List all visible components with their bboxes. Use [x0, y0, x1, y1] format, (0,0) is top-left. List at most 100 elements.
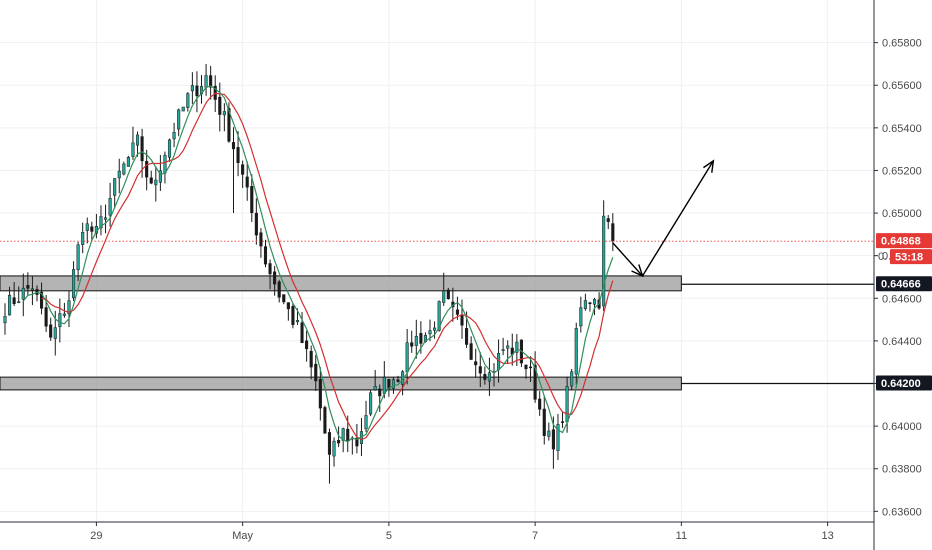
moving-average-fast	[22, 85, 614, 443]
candle-body	[291, 306, 295, 325]
candle-body	[565, 386, 569, 423]
candle	[510, 333, 514, 366]
projection-arrows[interactable]	[612, 159, 715, 278]
candle-body	[204, 75, 208, 88]
candle-body	[263, 246, 268, 265]
candle-body	[364, 415, 368, 430]
candle	[364, 400, 368, 433]
candle	[560, 411, 565, 428]
projection-arrowhead-down[interactable]	[631, 264, 644, 278]
candle-body	[560, 421, 565, 423]
candle	[181, 106, 185, 112]
candle-body	[140, 136, 144, 162]
candle-body	[588, 302, 592, 304]
candle-body	[337, 440, 341, 444]
level-tag-value-2: 0.64200	[881, 378, 921, 390]
candle-body	[547, 430, 551, 437]
countdown-value: 53:18	[895, 252, 923, 264]
candle-body	[478, 366, 482, 374]
candle-body	[474, 361, 478, 366]
zone-rect-2[interactable]	[0, 376, 682, 391]
candle	[3, 303, 7, 335]
candle	[90, 221, 94, 241]
candle	[542, 396, 546, 445]
candle	[222, 103, 226, 132]
candle-body	[108, 198, 112, 216]
candle	[309, 345, 313, 380]
candle	[76, 241, 80, 282]
time-tick-label: 7	[532, 530, 538, 542]
candle	[158, 154, 162, 191]
time-axis[interactable]: 29 May 5 7 11 13	[0, 521, 874, 542]
price-axis[interactable]: 0.65800 0.65600 0.65400 0.65200 0.65000 0.648…	[873, 0, 922, 550]
support-resistance-zones[interactable]	[0, 275, 874, 391]
candle-body	[250, 186, 254, 214]
projection-path[interactable]	[612, 160, 714, 278]
candle-body	[158, 170, 162, 183]
partial-price-label: 0.	[878, 251, 887, 263]
candle	[373, 369, 377, 391]
time-tick-label: 11	[676, 530, 687, 542]
zone-rect-1[interactable]	[0, 275, 682, 292]
time-tick-label: 13	[821, 530, 833, 542]
candle-body	[396, 379, 400, 382]
candle-body	[487, 372, 491, 382]
candle-body	[21, 287, 25, 300]
candle-body	[149, 177, 153, 184]
candle	[67, 291, 71, 328]
candle-body	[382, 377, 386, 394]
moving-average-slow	[41, 92, 614, 441]
candle-body	[8, 294, 12, 316]
candle-body	[122, 163, 126, 175]
candle	[337, 426, 341, 448]
candle	[378, 384, 382, 412]
candle	[12, 282, 16, 306]
candle-body	[17, 301, 21, 303]
countdown-tag	[890, 249, 932, 265]
candle	[21, 273, 25, 317]
time-tick-label: 5	[386, 530, 392, 542]
candle	[579, 296, 583, 333]
price-tick-label: 0.64400	[882, 336, 922, 348]
candle	[250, 174, 254, 222]
candle	[323, 405, 327, 434]
candle-body	[579, 307, 583, 327]
candle	[154, 166, 158, 202]
price-tick-label: 0.65600	[882, 80, 922, 92]
projection-arrowhead-up[interactable]	[703, 159, 715, 173]
candle-body	[524, 364, 528, 370]
candle-body	[332, 440, 336, 457]
candle	[300, 312, 304, 344]
candle-body	[300, 322, 304, 344]
candle-body	[611, 223, 615, 242]
candle-body	[241, 164, 245, 175]
candle-body	[286, 302, 290, 310]
candle	[126, 155, 130, 167]
candle-body	[323, 407, 327, 434]
candle-body	[369, 392, 373, 415]
candle	[519, 339, 523, 367]
candle	[414, 319, 418, 359]
candle-body	[437, 301, 441, 331]
candle-body	[460, 314, 464, 326]
candle-body	[542, 408, 546, 436]
candle-body	[76, 244, 80, 271]
candle-body	[355, 437, 359, 447]
candle-body	[209, 75, 213, 88]
candle	[474, 348, 478, 378]
candle	[8, 286, 12, 316]
candle-body	[570, 371, 574, 387]
candle	[163, 151, 167, 184]
candle-body	[81, 232, 85, 245]
candle-body	[277, 281, 281, 298]
candle-body	[167, 139, 172, 158]
candle-body	[3, 316, 7, 324]
candle-body	[314, 363, 318, 382]
candle-body	[113, 178, 117, 196]
candle	[286, 302, 290, 321]
candle-body	[135, 134, 140, 146]
candle-body	[583, 300, 587, 309]
candle	[131, 126, 135, 160]
price-tick-label: 0.65200	[882, 165, 922, 177]
